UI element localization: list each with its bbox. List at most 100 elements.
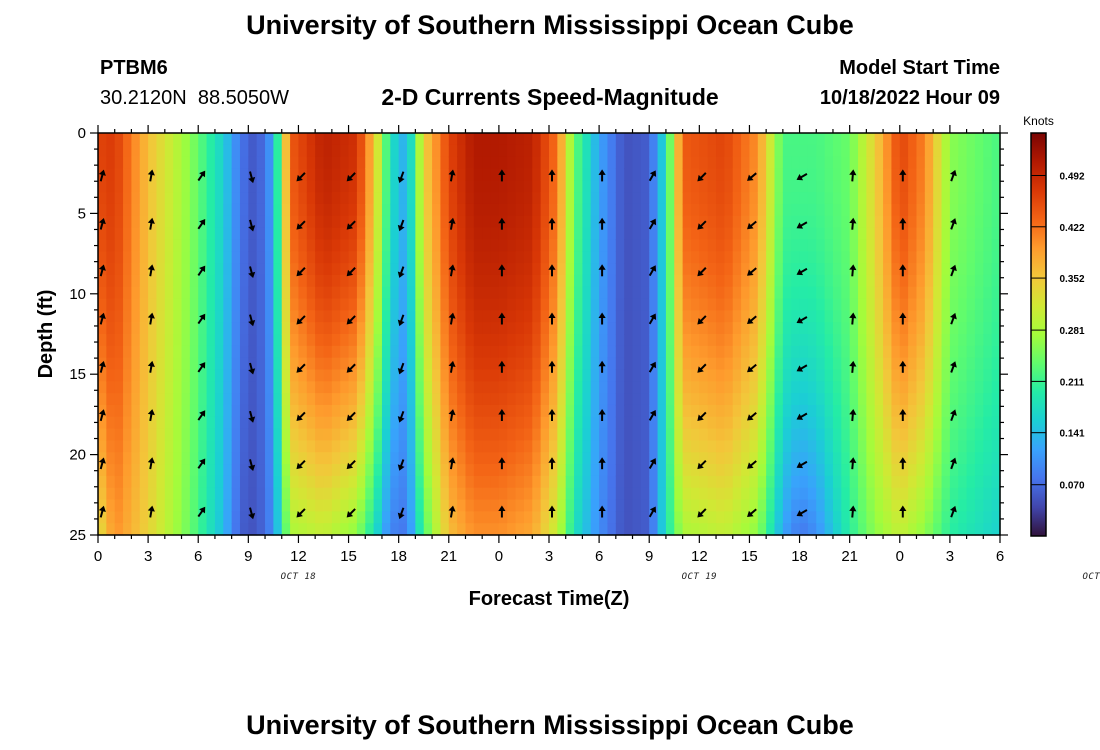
heatmap-cell: [214, 239, 224, 252]
heatmap-cell: [290, 440, 300, 453]
heatmap-cell: [665, 274, 675, 288]
current-arrow: [598, 409, 606, 421]
heatmap-cell: [874, 428, 884, 442]
heatmap-cell: [523, 251, 533, 264]
current-arrow: [397, 459, 405, 471]
heatmap-cell: [490, 133, 500, 146]
heatmap-cell: [356, 156, 366, 170]
heatmap-cell: [549, 416, 558, 430]
heatmap-cell: [832, 393, 842, 406]
heatmap-cell: [574, 523, 584, 536]
heatmap-cell: [214, 393, 224, 406]
heatmap-cell: [749, 511, 759, 524]
heatmap-cell: [473, 475, 483, 489]
heatmap-cell: [891, 393, 901, 406]
heatmap-cell: [298, 227, 308, 241]
heatmap-cell: [131, 357, 141, 371]
heatmap-cell: [189, 310, 199, 323]
heatmap-cell: [415, 334, 425, 347]
current-arrow: [950, 361, 957, 373]
heatmap-cell: [657, 192, 667, 205]
heatmap-cell: [640, 440, 650, 453]
colorbar-tick-label: 0.492: [1059, 171, 1084, 182]
heatmap-cell: [807, 464, 817, 477]
heatmap-cell: [323, 144, 333, 158]
heatmap-cell: [407, 511, 416, 524]
heatmap-cell: [582, 345, 592, 359]
heatmap-cell: [590, 322, 600, 335]
heatmap-cell: [515, 298, 525, 311]
heatmap-cell: [290, 322, 300, 335]
heatmap-cell: [256, 310, 266, 323]
heatmap-cell: [482, 251, 492, 264]
heatmap-cell: [114, 227, 124, 241]
heatmap-cell: [590, 239, 600, 252]
heatmap-cell: [716, 334, 725, 347]
heatmap-cell: [649, 487, 659, 501]
heatmap-cell: [966, 381, 976, 394]
heatmap-cell: [181, 156, 191, 170]
heatmap-cell: [682, 263, 692, 276]
heatmap-cell: [340, 345, 350, 359]
heatmap-cell: [649, 393, 659, 406]
current-arrow: [197, 458, 206, 469]
heatmap-cell: [565, 499, 575, 512]
heatmap-cell: [123, 274, 133, 288]
heatmap-cell: [315, 357, 325, 371]
heatmap-cell: [958, 357, 968, 371]
heatmap-cell: [106, 322, 116, 335]
heatmap-cell: [632, 168, 642, 181]
heatmap-cell: [565, 404, 575, 418]
current-arrow: [548, 312, 556, 325]
heatmap-cell: [732, 511, 742, 524]
heatmap-cell: [373, 180, 383, 193]
heatmap-cell: [883, 298, 893, 311]
heatmap-cell: [582, 369, 592, 382]
heatmap-cell: [916, 168, 926, 181]
heatmap-cell: [991, 440, 1001, 453]
heatmap-cell: [640, 192, 650, 205]
heatmap-cell: [239, 475, 249, 489]
heatmap-cell: [782, 487, 792, 501]
heatmap-cell: [557, 345, 567, 359]
heatmap-cell: [674, 274, 684, 288]
heatmap-cell: [816, 215, 826, 229]
heatmap-cell: [298, 452, 308, 465]
heatmap-cell: [123, 428, 133, 442]
heatmap-cell: [482, 180, 492, 193]
heatmap-cell: [657, 393, 667, 406]
heatmap-cell: [674, 192, 684, 205]
heatmap-cell: [432, 416, 442, 430]
heatmap-cell: [331, 464, 341, 477]
heatmap-cell: [707, 416, 717, 430]
heatmap-cell: [381, 251, 391, 264]
heatmap-cell: [665, 345, 675, 359]
heatmap-cell: [189, 404, 199, 418]
heatmap-cell: [532, 180, 542, 193]
heatmap-cell: [373, 487, 383, 501]
heatmap-cell: [891, 345, 901, 359]
current-arrow: [747, 460, 757, 469]
x-tick-label: 12: [290, 548, 307, 565]
heatmap-cell: [423, 452, 433, 465]
heatmap-cell: [248, 357, 258, 371]
heatmap-cell: [824, 440, 834, 453]
heatmap-cell: [440, 322, 450, 335]
heatmap-cell: [131, 345, 141, 359]
heatmap-cell: [974, 440, 984, 453]
heatmap-cell: [365, 334, 375, 347]
heatmap-cell: [974, 156, 984, 170]
heatmap-cell: [173, 381, 183, 394]
heatmap-cell: [757, 357, 767, 371]
heatmap-cell: [189, 334, 199, 347]
heatmap-cell: [565, 310, 575, 323]
heatmap-cell: [156, 499, 166, 512]
heatmap-cell: [741, 416, 751, 430]
heatmap-cell: [966, 133, 976, 146]
heatmap-cell: [490, 440, 500, 453]
heatmap-cell: [749, 464, 759, 477]
heatmap-cell: [874, 464, 884, 477]
heatmap-cell: [131, 475, 141, 489]
heatmap-cell: [799, 192, 809, 205]
heatmap-cell: [632, 298, 642, 311]
